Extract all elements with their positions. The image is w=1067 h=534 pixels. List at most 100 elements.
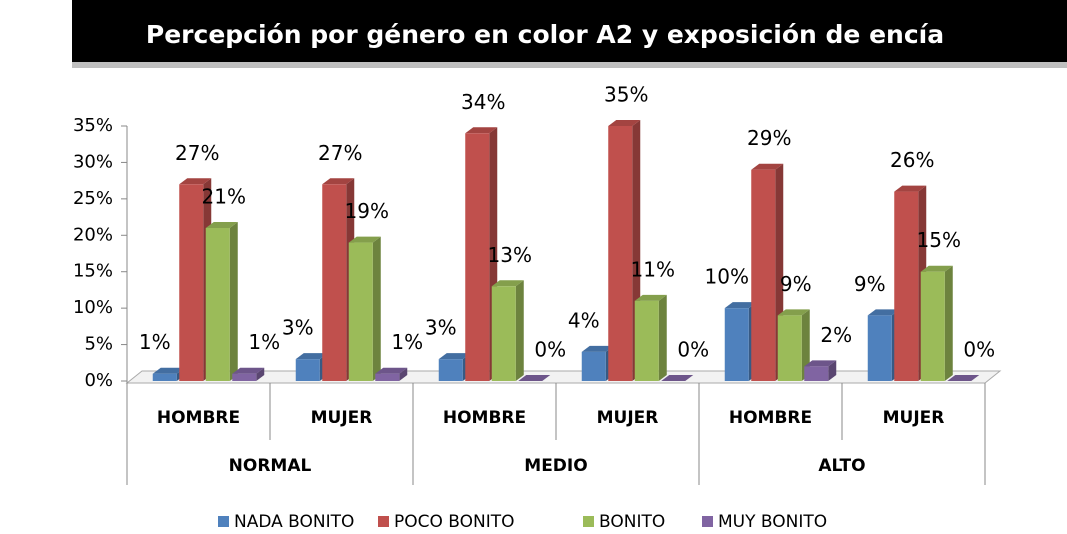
x-tick-label: MUJER xyxy=(883,408,945,428)
bar xyxy=(205,222,238,381)
bar-top xyxy=(152,367,185,374)
legend-swatch xyxy=(702,516,713,527)
bar xyxy=(947,375,980,381)
title-rule xyxy=(72,62,1067,68)
value-label: 29% xyxy=(747,126,791,150)
bar-front xyxy=(322,184,347,381)
bar xyxy=(491,280,524,381)
bar-front xyxy=(348,242,373,381)
bar-front xyxy=(634,300,659,381)
bar-front xyxy=(804,366,829,381)
bar-top xyxy=(947,375,980,381)
y-tick-label: 30% xyxy=(73,151,113,172)
bar-top xyxy=(375,367,408,374)
value-label: 1% xyxy=(248,330,280,354)
value-label: 27% xyxy=(175,141,219,165)
x-tick-label: HOMBRE xyxy=(443,408,526,428)
y-tick-label: 5% xyxy=(84,334,113,355)
bar-side xyxy=(801,309,810,381)
x-tick-label: HOMBRE xyxy=(157,408,240,428)
bar-front xyxy=(777,315,802,381)
bar-top xyxy=(491,280,524,287)
value-label: 15% xyxy=(917,228,961,252)
x-tick-label: MUJER xyxy=(311,408,373,428)
bar-top xyxy=(634,294,667,301)
bar-top xyxy=(777,309,810,316)
value-label: 21% xyxy=(202,185,246,209)
bar-top xyxy=(205,222,238,228)
bar xyxy=(232,367,265,381)
value-label: 4% xyxy=(568,308,600,332)
bar xyxy=(322,178,355,381)
bar-top xyxy=(894,185,927,192)
bar-top xyxy=(348,236,381,243)
legend-swatch xyxy=(218,516,229,527)
y-tick-label: 15% xyxy=(73,261,113,282)
legend-label: POCO BONITO xyxy=(394,512,515,532)
group-label: NORMAL xyxy=(229,456,312,476)
bar-front xyxy=(608,126,633,381)
y-tick-label: 35% xyxy=(73,115,113,136)
title-banner xyxy=(72,0,1067,62)
value-label: 19% xyxy=(345,199,389,223)
bar xyxy=(804,360,837,381)
legend-label: NADA BONITO xyxy=(234,512,354,532)
bar-front xyxy=(205,228,230,381)
bar-side xyxy=(658,294,667,381)
bar xyxy=(634,294,667,381)
value-label: 3% xyxy=(425,316,457,340)
y-tick-label: 20% xyxy=(73,224,113,245)
legend-label: BONITO xyxy=(599,512,665,532)
value-label: 0% xyxy=(534,338,566,362)
bar-front xyxy=(375,373,400,381)
bar-front xyxy=(232,373,257,381)
legend-swatch xyxy=(378,516,389,527)
value-label: 1% xyxy=(139,330,171,354)
bar xyxy=(348,236,381,381)
y-tick-label: 10% xyxy=(73,297,113,318)
bar-side xyxy=(828,360,837,381)
bar-front xyxy=(581,351,606,381)
bar-top xyxy=(581,345,614,352)
y-tick-label: 0% xyxy=(84,370,113,391)
value-label: 0% xyxy=(677,338,709,362)
value-label: 34% xyxy=(461,90,505,114)
bar-front xyxy=(295,359,320,381)
bar-side xyxy=(944,265,953,381)
bar-side xyxy=(515,280,524,381)
value-label: 35% xyxy=(604,83,648,107)
bar-top xyxy=(518,375,551,381)
x-tick-label: HOMBRE xyxy=(729,408,812,428)
bar xyxy=(179,178,212,381)
bar-front xyxy=(465,133,490,381)
bar-top xyxy=(295,353,328,360)
bar-side xyxy=(372,236,381,381)
value-label: 26% xyxy=(890,148,934,172)
bar-top xyxy=(661,375,694,381)
y-tick-label: 25% xyxy=(73,188,113,209)
value-label: 11% xyxy=(631,257,675,281)
value-label: 9% xyxy=(854,272,886,296)
bar-front xyxy=(751,169,776,381)
bar-front xyxy=(894,191,919,381)
bar xyxy=(608,120,641,381)
bar-top xyxy=(867,309,900,316)
bar-side xyxy=(229,222,238,381)
bar-top xyxy=(465,127,498,134)
value-label: 3% xyxy=(282,316,314,340)
value-label: 10% xyxy=(705,265,749,289)
value-label: 9% xyxy=(780,272,812,296)
bar-side xyxy=(399,367,408,381)
bar xyxy=(518,375,551,381)
value-label: 1% xyxy=(391,330,423,354)
bar-front xyxy=(724,308,749,381)
bar xyxy=(777,309,810,381)
group-label: ALTO xyxy=(818,456,865,476)
x-tick-label: MUJER xyxy=(597,408,659,428)
bar-top xyxy=(804,360,837,367)
bar-top xyxy=(438,353,471,360)
legend-swatch xyxy=(583,516,594,527)
bar-front xyxy=(152,373,177,381)
group-label: MEDIO xyxy=(524,456,587,476)
